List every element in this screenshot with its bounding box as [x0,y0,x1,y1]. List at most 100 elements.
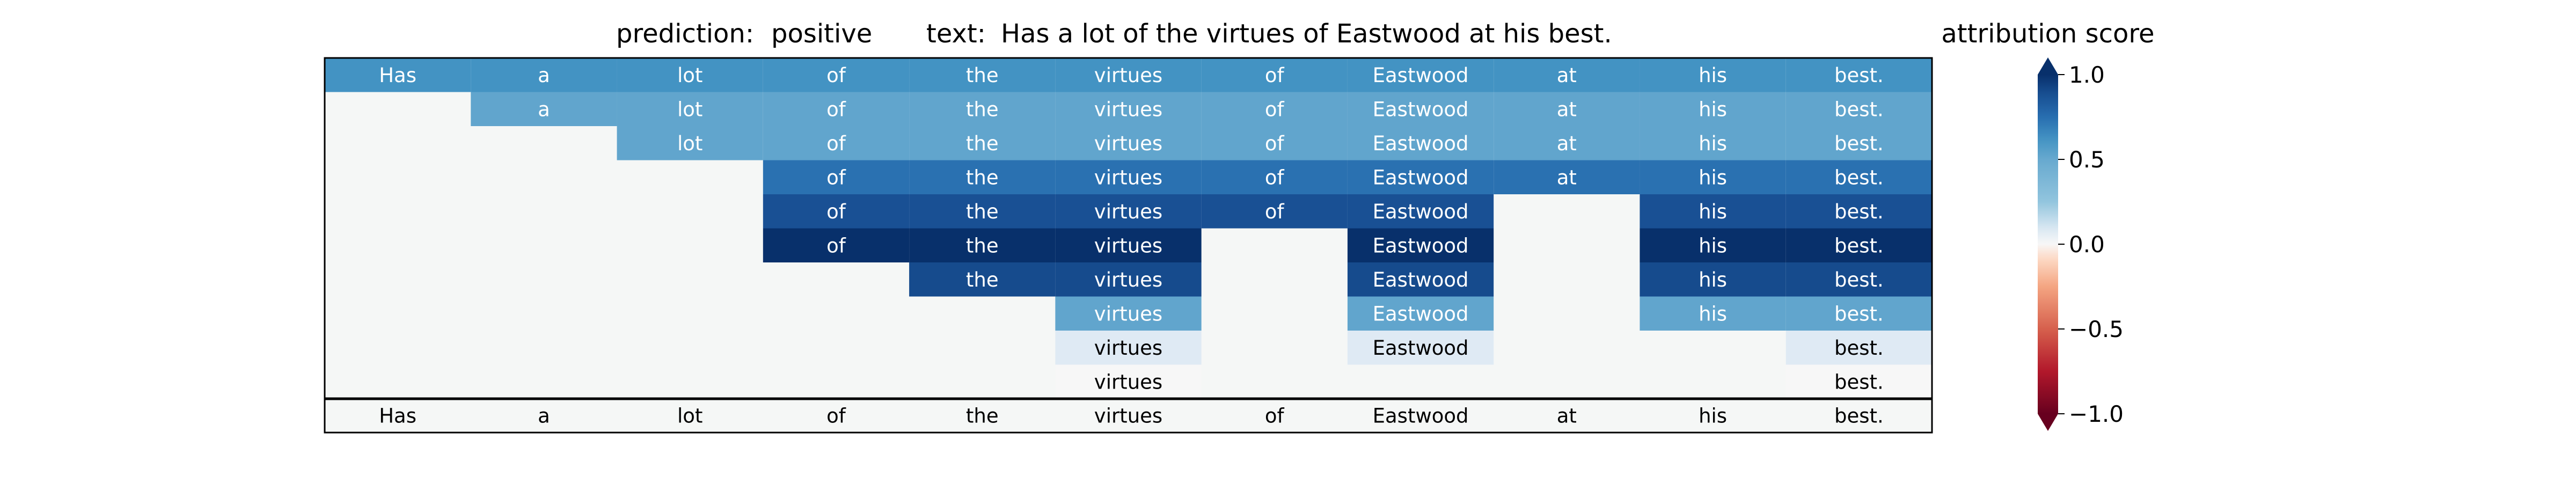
heatmap-cell [1055,194,1202,229]
colorbar-tick-label: 0.5 [2069,147,2105,173]
heatmap-cell [1347,92,1494,126]
heatmap-cell [1494,58,1640,92]
heatmap-cell [1201,58,1348,92]
heatmap-cell-label: the [966,64,999,87]
text-value: Has a lot of the virtues of Eastwood at … [1001,19,1612,49]
heatmap-cell [1055,296,1202,331]
heatmap-cell-label: Eastwood [1373,132,1469,155]
heatmap-cell-label: best. [1834,268,1884,291]
heatmap-cell-label: of [826,64,846,87]
token-label: Eastwood [1373,405,1469,428]
heatmap-cell [1347,228,1494,262]
chart-title: prediction: positive text: Has a lot of … [616,19,1612,49]
heatmap-cell [1640,58,1786,92]
heatmap-cell-label: Eastwood [1373,200,1469,223]
token-label: virtues [1094,405,1162,428]
heatmap-cell-label: at [1557,98,1577,121]
heatmap-cell-label: of [826,234,846,257]
heatmap-cell [1347,194,1494,229]
heatmap-cell-label: virtues [1094,268,1162,291]
heatmap-cell-label: virtues [1094,370,1162,393]
heatmap-cell [1785,262,1932,297]
heatmap-cell-label: the [966,268,999,291]
heatmap-cell-label: best. [1834,132,1884,155]
heatmap-cell-label: the [966,98,999,121]
heatmap-cell-label: his [1699,268,1727,291]
heatmap-cell [471,92,617,126]
token-label: best. [1834,405,1884,428]
token-label: lot [677,405,702,428]
heatmap-cell-label: virtues [1094,132,1162,155]
heatmap-cell [909,194,1056,229]
heatmap-cell [1785,194,1932,229]
heatmap-cell [763,160,910,194]
heatmap-frame [324,57,1933,434]
heatmap-cell-label: lot [677,64,702,87]
heatmap-cell [909,58,1056,92]
heatmap-cell [1347,58,1494,92]
heatmap-cell-label: his [1699,200,1727,223]
prediction-label: prediction: [616,19,754,49]
token-label: at [1557,405,1577,428]
heatmap-cell [1640,194,1786,229]
heatmap-cell-label: virtues [1094,234,1162,257]
prediction-value: positive [771,19,872,49]
heatmap-cell [1201,194,1348,229]
heatmap-cell-label: a [538,64,550,87]
colorbar-extend-max [2038,57,2058,75]
heatmap-cell [1785,331,1932,365]
heatmap-cell-label: the [966,200,999,223]
heatmap-cell-label: the [966,166,999,189]
heatmap-cell-label: best. [1834,200,1884,223]
heatmap-cell [1640,92,1786,126]
token-label: a [538,405,550,428]
heatmap-cell [1785,296,1932,331]
heatmap-cell [1785,58,1932,92]
heatmap-cell [763,126,910,160]
heatmap-cell-label: Eastwood [1373,302,1469,325]
heatmap-cell [763,92,910,126]
heatmap-cell-label: his [1699,64,1727,87]
heatmap-cell-label: at [1557,132,1577,155]
heatmap-cell [763,194,910,229]
heatmap-cell [1785,92,1932,126]
heatmap-cell [1347,296,1494,331]
heatmap-cell [1785,228,1932,262]
heatmap-cell-label: a [538,98,550,121]
heatmap-cell-label: Eastwood [1373,268,1469,291]
heatmap-cell [763,228,910,262]
heatmap-cell [1201,160,1348,194]
colorbar-gradient [2038,75,2058,414]
heatmap-cell [1640,228,1786,262]
heatmap-cell-label: the [966,234,999,257]
colorbar-tick-label: 0.0 [2069,231,2105,258]
colorbar-tick-label: −1.0 [2069,401,2124,427]
heatmap-cell-label: of [826,200,846,223]
heatmap-cell-label: Has [379,64,416,87]
heatmap-cell-label: Eastwood [1373,98,1469,121]
colorbar: attribution score 1.0 0.5 0.0 −0.5 −1.0 [1941,19,2155,431]
heatmap-cell-label: Eastwood [1373,64,1469,87]
heatmap-cell-label: of [826,98,846,121]
heatmap-cell-label: at [1557,64,1577,87]
heatmap-cell-label: best. [1834,234,1884,257]
heatmap-cell-label: virtues [1094,64,1162,87]
heatmap-cell [1640,296,1786,331]
heatmap-cell-label: best. [1834,370,1884,393]
heatmap-cell [1055,228,1202,262]
heatmap-cell [1201,92,1348,126]
heatmap-cell-label: of [1265,64,1285,87]
heatmap-cell [1055,364,1202,399]
heatmap-cell-label: best. [1834,64,1884,87]
heatmap-cell [1785,364,1932,399]
heatmap-cell-label: of [1265,132,1285,155]
heatmap-cell-label: best. [1834,98,1884,121]
heatmap-grid: Has a lot of the virtues of Eastwood at his best. a… [324,57,1933,434]
heatmap-cell-label: his [1699,98,1727,121]
heatmap-cell [1347,331,1494,365]
heatmap-cell-label: best. [1834,166,1884,189]
heatmap-cell [909,228,1056,262]
colorbar-extend-min [2038,414,2058,431]
heatmap-cell [1494,92,1640,126]
